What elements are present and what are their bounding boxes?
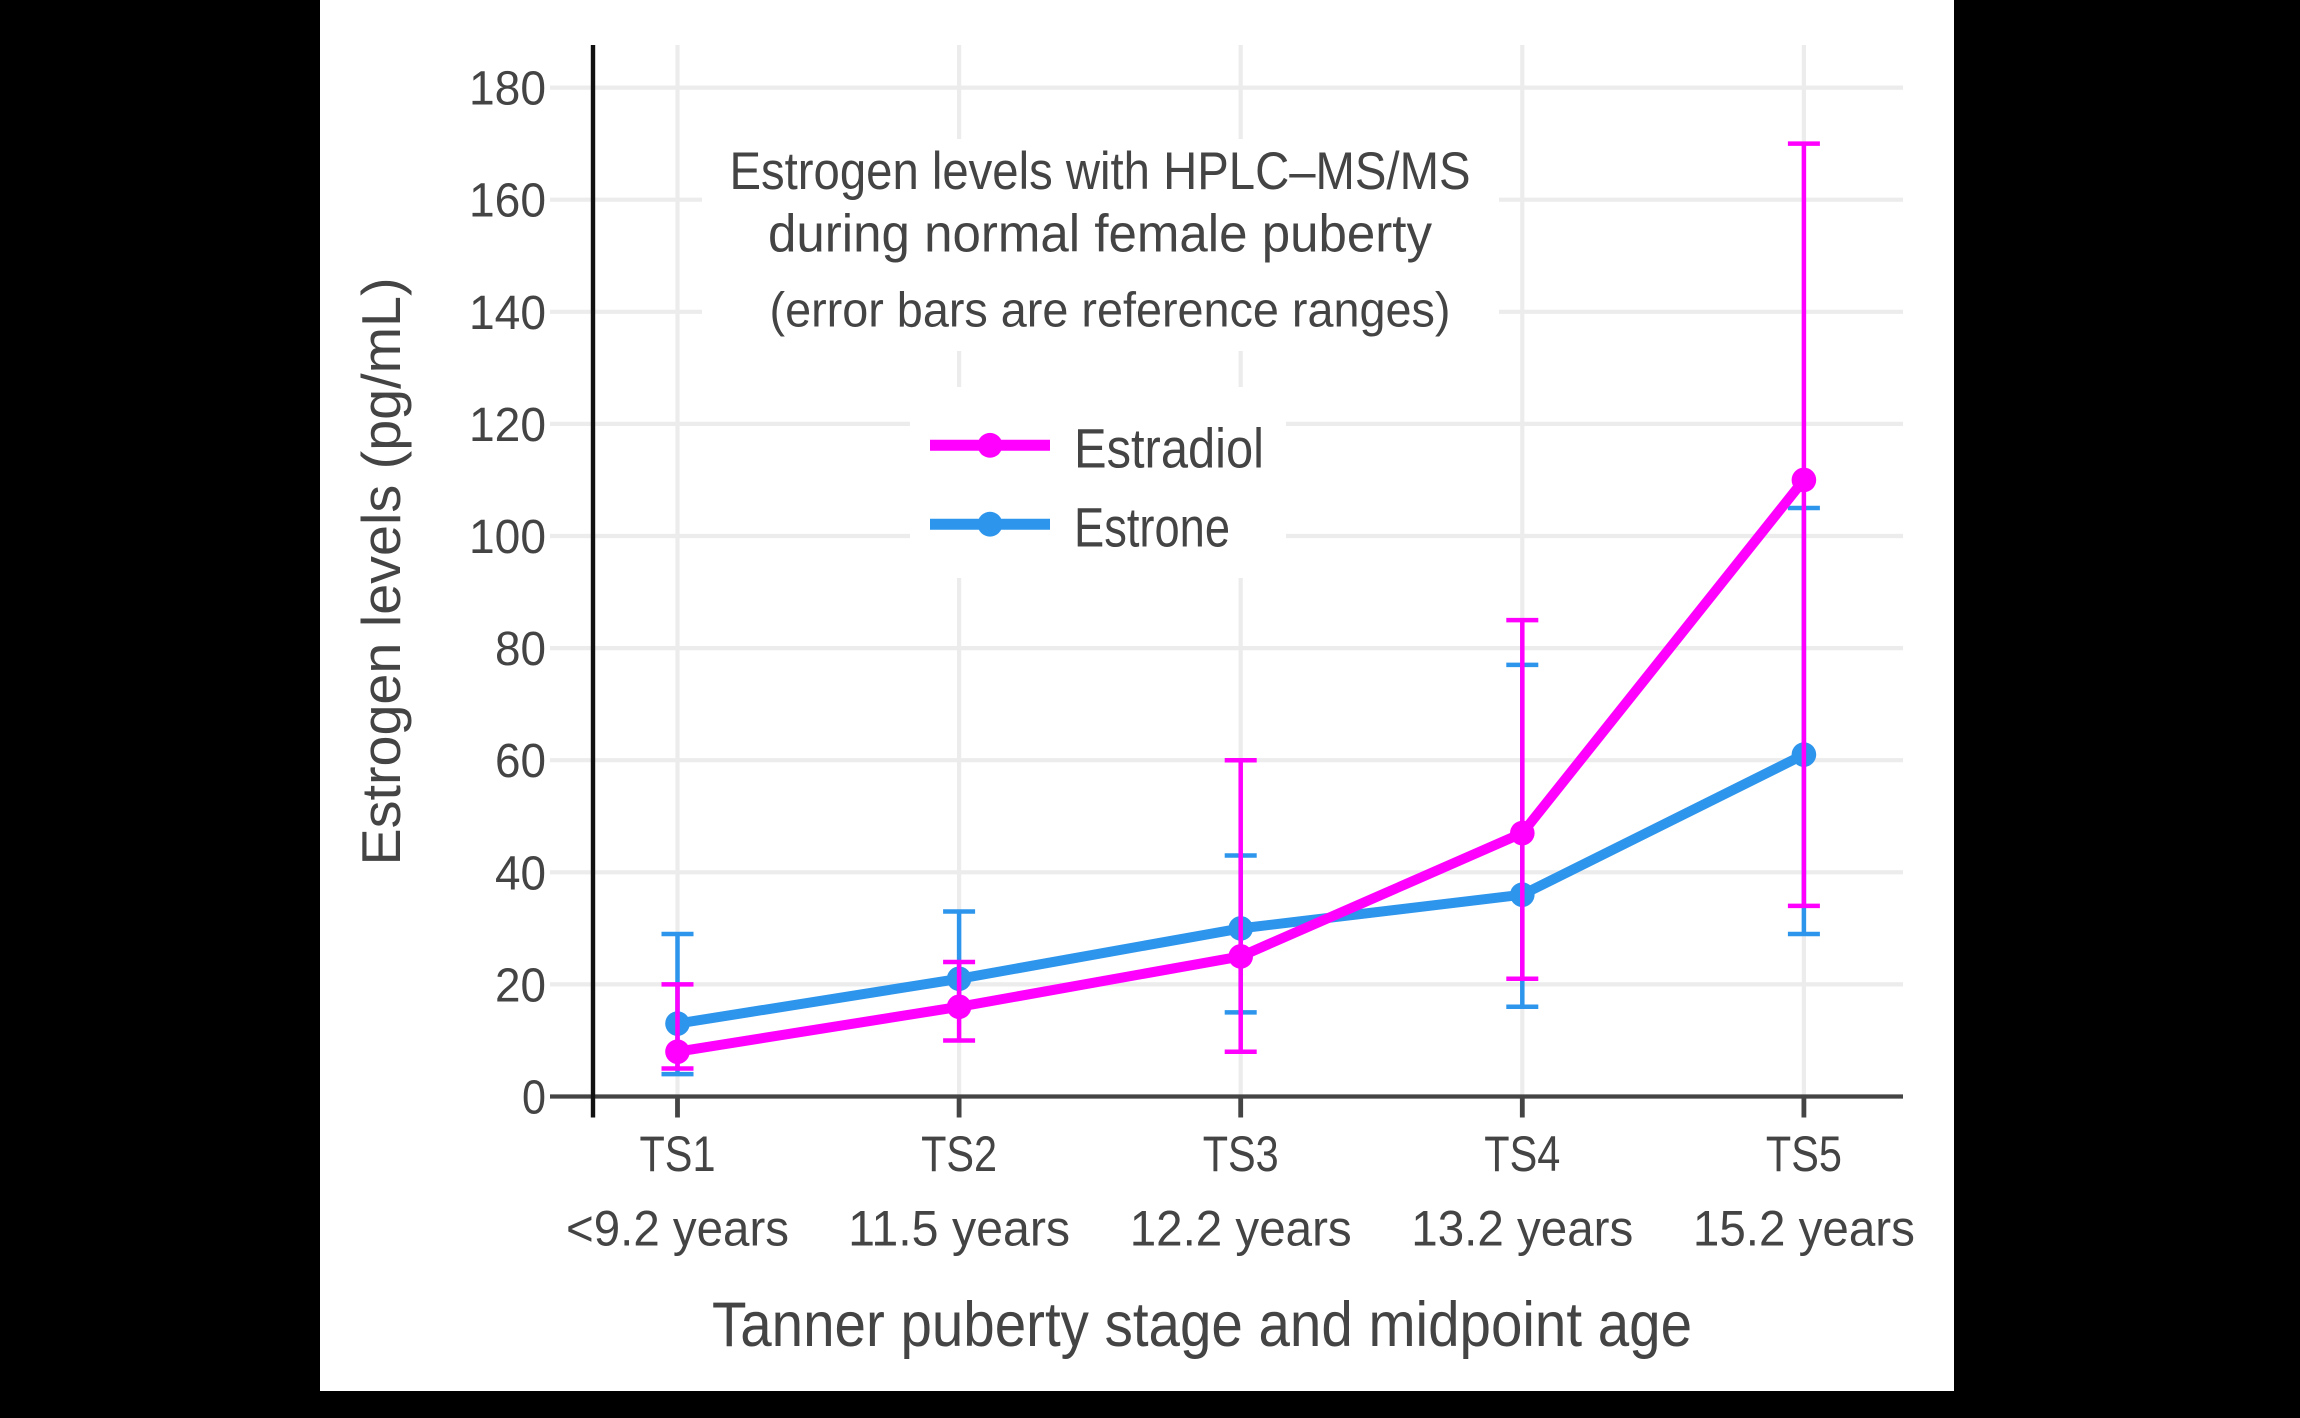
svg-text:13.2 years: 13.2 years xyxy=(1411,1200,1633,1256)
svg-text:TS5: TS5 xyxy=(1766,1126,1842,1182)
svg-text:80: 80 xyxy=(495,622,546,676)
svg-text:140: 140 xyxy=(469,286,546,340)
svg-text:TS1: TS1 xyxy=(640,1126,716,1182)
svg-text:20: 20 xyxy=(495,958,546,1012)
svg-text:<9.2 years: <9.2 years xyxy=(566,1200,789,1256)
svg-text:0: 0 xyxy=(522,1071,546,1125)
svg-text:12.2 years: 12.2 years xyxy=(1130,1200,1352,1256)
svg-text:TS2: TS2 xyxy=(921,1126,997,1182)
svg-text:120: 120 xyxy=(469,398,546,452)
svg-text:60: 60 xyxy=(495,734,546,788)
svg-text:during normal female puberty: during normal female puberty xyxy=(768,204,1433,263)
svg-text:40: 40 xyxy=(495,846,546,900)
svg-text:(error bars are reference rang: (error bars are reference ranges) xyxy=(770,284,1451,338)
svg-text:TS3: TS3 xyxy=(1203,1126,1279,1182)
svg-text:180: 180 xyxy=(469,62,546,116)
svg-text:Estrogen levels with HPLC–MS/M: Estrogen levels with HPLC–MS/MS xyxy=(730,142,1471,201)
svg-text:160: 160 xyxy=(469,174,546,228)
svg-text:Estradiol: Estradiol xyxy=(1074,417,1264,479)
svg-text:100: 100 xyxy=(469,510,546,564)
svg-text:Estrogen levels (pg/mL): Estrogen levels (pg/mL) xyxy=(350,278,412,866)
svg-text:Tanner puberty stage and midpo: Tanner puberty stage and midpoint age xyxy=(712,1290,1692,1360)
svg-text:Estrone: Estrone xyxy=(1074,497,1230,559)
svg-text:TS4: TS4 xyxy=(1484,1126,1560,1182)
svg-text:15.2 years: 15.2 years xyxy=(1693,1200,1915,1256)
svg-text:11.5 years: 11.5 years xyxy=(848,1200,1070,1256)
